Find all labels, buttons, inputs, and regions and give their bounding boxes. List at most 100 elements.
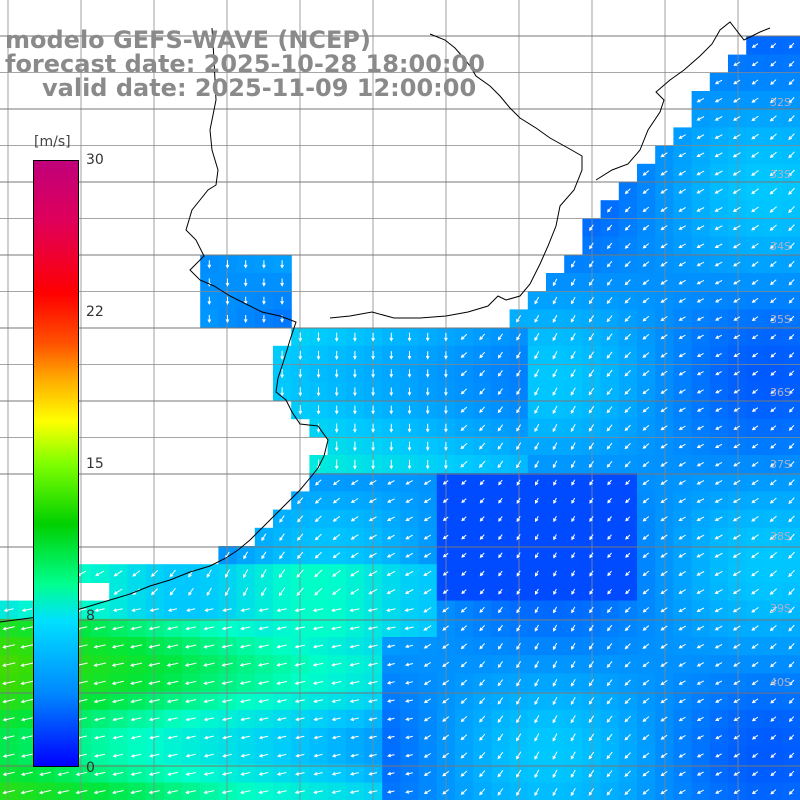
wind-arrow — [295, 753, 305, 758]
wind-arrow — [751, 625, 759, 631]
wind-arrow — [479, 497, 485, 504]
wind-arrow — [479, 552, 485, 559]
wind-arrow — [368, 516, 377, 522]
wind-arrow — [751, 43, 759, 48]
wind-arrow — [553, 497, 557, 504]
wind-arrow — [498, 479, 503, 486]
wind-arrow — [516, 424, 522, 432]
wind-arrow — [642, 497, 650, 504]
wind-arrow — [534, 660, 540, 669]
wind-arrow — [642, 370, 650, 377]
wind-arrow — [203, 626, 215, 631]
wind-arrow — [387, 753, 395, 758]
wind-arrow — [696, 116, 705, 121]
wind-arrow — [660, 461, 668, 467]
wind-arrow — [770, 407, 777, 413]
wind-arrow — [732, 643, 741, 649]
wind-arrow — [386, 699, 395, 703]
wind-arrow — [788, 169, 795, 177]
wind-arrow — [788, 716, 795, 722]
wind-arrow — [313, 772, 323, 776]
wind-arrow — [696, 480, 705, 485]
wind-arrow — [642, 752, 650, 759]
wind-arrow — [606, 661, 613, 668]
wind-arrow — [407, 387, 412, 397]
wind-arrow — [150, 588, 159, 596]
wind-arrow — [405, 552, 414, 558]
wind-arrow — [280, 260, 284, 269]
wind-arrow — [624, 424, 631, 432]
wind-arrow — [733, 298, 741, 303]
wind-arrow — [624, 333, 631, 341]
wind-arrow — [788, 151, 795, 159]
wind-arrow — [516, 351, 521, 359]
wind-arrow — [442, 607, 449, 613]
wind-arrow — [280, 350, 284, 361]
wind-arrow — [387, 534, 395, 540]
wind-arrow — [479, 406, 486, 413]
wind-arrow — [276, 608, 287, 613]
wind-arrow — [642, 698, 650, 704]
wind-arrow — [350, 735, 359, 740]
wind-arrow — [442, 716, 450, 722]
wind-arrow — [660, 443, 668, 449]
wind-arrow — [607, 516, 612, 522]
wind-arrow — [607, 552, 612, 559]
wind-arrow — [715, 389, 722, 394]
wind-arrow — [534, 751, 540, 760]
wind-arrow — [386, 552, 396, 558]
wind-arrow — [444, 332, 448, 342]
wind-arrow — [21, 608, 33, 612]
wind-arrow — [660, 188, 668, 194]
wind-arrow — [423, 661, 431, 667]
wind-arrow — [751, 407, 759, 412]
wind-arrow — [660, 261, 668, 267]
wind-arrow — [497, 370, 503, 377]
colorbar-tick: 0 — [86, 760, 95, 776]
wind-arrow — [588, 296, 594, 305]
wind-arrow — [751, 753, 759, 758]
wind-arrow — [460, 352, 468, 359]
wind-arrow — [696, 735, 704, 740]
wind-arrow — [349, 699, 360, 703]
wind-arrow — [715, 371, 722, 376]
wind-arrow — [660, 625, 668, 631]
wind-arrow — [733, 352, 741, 358]
wind-arrow — [660, 789, 668, 795]
wind-arrow — [276, 772, 287, 776]
wind-arrow — [225, 278, 230, 287]
colorbar — [33, 160, 79, 767]
wind-arrow — [207, 260, 212, 269]
wind-arrow — [1, 662, 16, 667]
wind-arrow — [389, 351, 394, 360]
wind-arrow — [442, 734, 450, 740]
wind-arrow — [479, 715, 486, 723]
wind-arrow — [516, 534, 521, 541]
wind-arrow — [316, 350, 321, 360]
latitude-label: 39S — [770, 602, 791, 615]
wind-arrow — [516, 769, 522, 778]
wind-arrow — [460, 388, 468, 395]
wind-arrow — [239, 680, 251, 685]
wind-arrow — [714, 279, 723, 285]
wind-arrow — [243, 569, 249, 579]
wind-arrow — [442, 789, 450, 795]
wind-arrow — [20, 698, 34, 704]
wind-arrow — [571, 606, 576, 614]
wind-arrow — [516, 515, 521, 523]
wind-arrow — [642, 716, 650, 722]
wind-arrow — [257, 680, 269, 685]
wind-arrow — [606, 351, 613, 359]
wind-arrow — [714, 589, 723, 594]
wind-arrow — [589, 570, 594, 577]
wind-arrow — [367, 626, 378, 631]
wind-arrow — [225, 587, 230, 597]
wind-arrow — [588, 351, 595, 360]
wind-arrow — [552, 278, 558, 287]
wind-arrow — [534, 787, 540, 797]
wind-arrow — [479, 679, 486, 687]
wind-arrow — [607, 588, 612, 595]
wind-arrow — [769, 151, 777, 158]
wind-arrow — [407, 405, 412, 415]
wind-arrow — [149, 753, 160, 758]
